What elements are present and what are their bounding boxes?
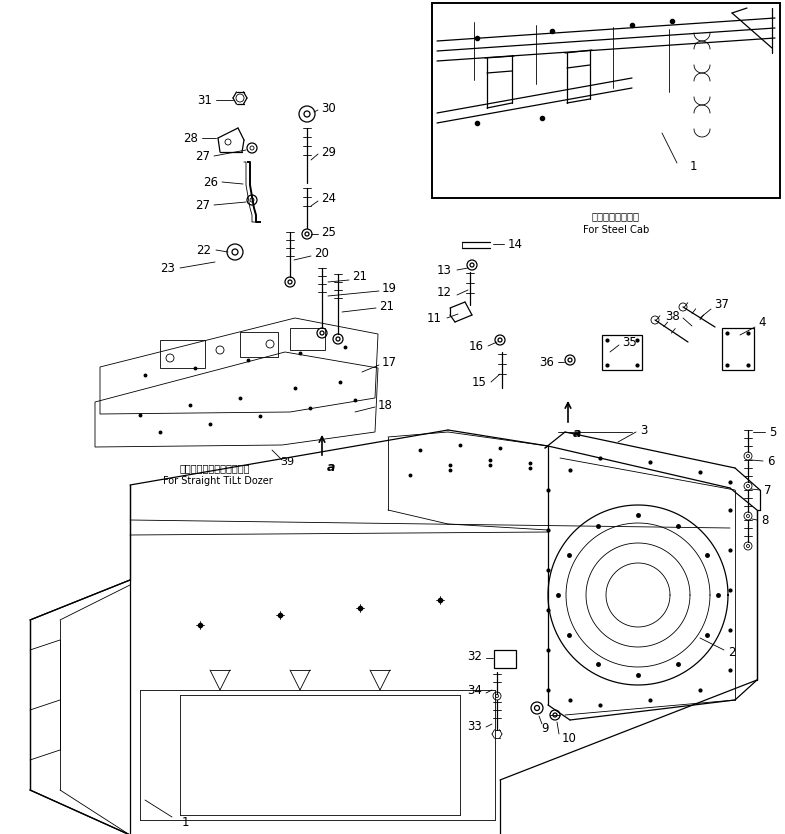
Text: 14: 14 <box>508 238 523 250</box>
Text: 1: 1 <box>690 159 698 173</box>
Text: 5: 5 <box>769 425 776 439</box>
Text: 17: 17 <box>382 355 397 369</box>
Text: a: a <box>573 426 582 440</box>
Bar <box>602 335 642 370</box>
Text: 29: 29 <box>321 145 336 158</box>
Text: a: a <box>327 460 335 474</box>
Text: 39: 39 <box>280 457 294 467</box>
Text: 21: 21 <box>352 270 367 284</box>
Text: 25: 25 <box>321 225 336 239</box>
Text: 35: 35 <box>622 335 637 349</box>
Text: 24: 24 <box>321 192 336 204</box>
Text: 32: 32 <box>467 650 482 662</box>
Bar <box>722 328 754 370</box>
Text: スチールキャブ用: スチールキャブ用 <box>592 211 640 221</box>
Text: 19: 19 <box>382 282 397 294</box>
Text: 38: 38 <box>665 309 680 323</box>
Text: 37: 37 <box>714 299 729 312</box>
Text: 28: 28 <box>183 132 198 144</box>
Text: 9: 9 <box>541 721 549 735</box>
Text: For Straight TiLt Dozer: For Straight TiLt Dozer <box>163 476 273 486</box>
Text: 21: 21 <box>379 299 394 313</box>
Bar <box>494 650 516 668</box>
Text: 2: 2 <box>728 646 736 659</box>
Text: 27: 27 <box>195 198 210 212</box>
Text: 33: 33 <box>467 720 482 732</box>
Text: 7: 7 <box>764 484 772 496</box>
Text: ストレートチルトドーザ用: ストレートチルトドーザ用 <box>180 463 250 473</box>
Text: 16: 16 <box>469 339 484 353</box>
Text: 34: 34 <box>467 685 482 697</box>
Text: 30: 30 <box>321 102 336 114</box>
Bar <box>432 3 780 198</box>
Text: 22: 22 <box>196 244 211 257</box>
Text: 26: 26 <box>203 175 218 188</box>
Text: 6: 6 <box>767 455 775 468</box>
Text: 3: 3 <box>640 424 648 436</box>
Text: 31: 31 <box>197 93 212 107</box>
Text: 15: 15 <box>472 375 487 389</box>
Text: 8: 8 <box>761 514 769 526</box>
Bar <box>160 340 205 368</box>
Text: 12: 12 <box>437 287 452 299</box>
Text: 13: 13 <box>437 264 452 277</box>
Bar <box>240 332 278 357</box>
Text: 27: 27 <box>195 149 210 163</box>
Text: 36: 36 <box>539 355 554 369</box>
Text: For Steel Cab: For Steel Cab <box>583 225 649 235</box>
Text: 1: 1 <box>181 816 188 828</box>
Bar <box>290 328 325 350</box>
Text: 20: 20 <box>314 247 329 259</box>
Text: 4: 4 <box>758 315 765 329</box>
Text: 23: 23 <box>160 262 175 274</box>
Text: 11: 11 <box>427 312 442 324</box>
Text: 18: 18 <box>378 399 392 411</box>
Text: 10: 10 <box>562 731 577 745</box>
